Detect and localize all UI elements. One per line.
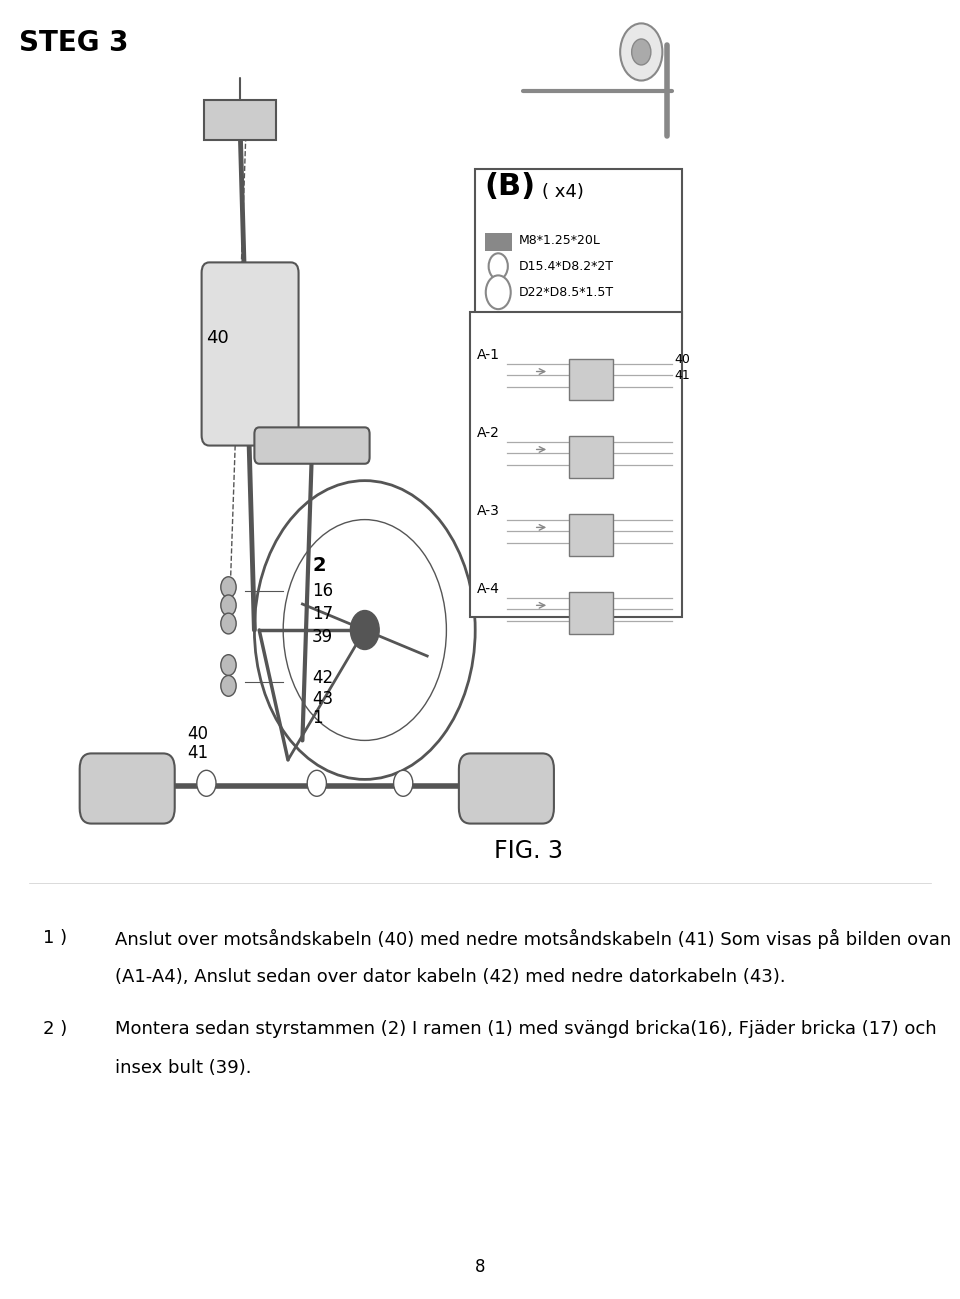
Circle shape: [221, 595, 236, 616]
Text: FIG. 3: FIG. 3: [493, 839, 563, 863]
Text: (B): (B): [485, 173, 536, 201]
Circle shape: [620, 23, 662, 81]
Circle shape: [221, 675, 236, 696]
Text: 8: 8: [475, 1257, 485, 1276]
Text: ( x4): ( x4): [542, 183, 585, 201]
Circle shape: [221, 655, 236, 675]
Circle shape: [307, 770, 326, 796]
Text: 1: 1: [312, 709, 323, 727]
Text: 40: 40: [674, 353, 690, 366]
Text: 40: 40: [206, 329, 229, 347]
Text: 2: 2: [312, 556, 325, 574]
Text: 1 ): 1 ): [43, 929, 67, 947]
Text: D15.4*D8.2*2T: D15.4*D8.2*2T: [518, 260, 613, 273]
FancyBboxPatch shape: [569, 359, 613, 400]
Circle shape: [632, 39, 651, 65]
Text: 40: 40: [629, 375, 648, 391]
Circle shape: [221, 577, 236, 598]
FancyBboxPatch shape: [204, 100, 276, 140]
Circle shape: [350, 611, 379, 650]
Text: 17: 17: [312, 605, 333, 624]
FancyBboxPatch shape: [254, 427, 370, 464]
Text: A-2: A-2: [477, 426, 500, 440]
Text: STEG 3: STEG 3: [19, 29, 129, 57]
Text: 41: 41: [674, 369, 689, 382]
Circle shape: [394, 770, 413, 796]
Circle shape: [197, 770, 216, 796]
Text: 2 ): 2 ): [43, 1020, 67, 1038]
Text: 39: 39: [312, 627, 333, 646]
FancyBboxPatch shape: [475, 169, 682, 318]
Text: 41: 41: [187, 744, 208, 763]
Text: 43: 43: [312, 690, 333, 708]
Text: insex bult (39).: insex bult (39).: [115, 1059, 252, 1077]
Text: 16: 16: [312, 582, 333, 600]
Text: 40: 40: [187, 725, 208, 743]
Text: M8*1.25*20L: M8*1.25*20L: [518, 234, 600, 247]
Text: D22*D8.5*1.5T: D22*D8.5*1.5T: [518, 286, 613, 299]
Text: Montera sedan styrstammen (2) I ramen (1) med svängd bricka(16), Fjäder bricka (: Montera sedan styrstammen (2) I ramen (1…: [115, 1020, 937, 1038]
FancyBboxPatch shape: [569, 514, 613, 556]
FancyBboxPatch shape: [485, 233, 512, 251]
Text: A-1: A-1: [477, 348, 500, 362]
Circle shape: [221, 613, 236, 634]
Text: A-4: A-4: [477, 582, 500, 596]
FancyBboxPatch shape: [80, 753, 175, 824]
Text: 41: 41: [629, 391, 648, 407]
FancyBboxPatch shape: [569, 436, 613, 478]
FancyBboxPatch shape: [470, 312, 682, 617]
FancyBboxPatch shape: [459, 753, 554, 824]
Text: A-3: A-3: [477, 504, 500, 518]
Circle shape: [486, 275, 511, 309]
Circle shape: [489, 253, 508, 279]
Text: 42: 42: [312, 669, 333, 687]
FancyBboxPatch shape: [202, 262, 299, 446]
FancyBboxPatch shape: [569, 592, 613, 634]
Text: (A1-A4), Anslut sedan over dator kabeln (42) med nedre datorkabeln (43).: (A1-A4), Anslut sedan over dator kabeln …: [115, 968, 786, 986]
Text: Anslut over motsåndskabeln (40) med nedre motsåndskabeln (41) Som visas på bilde: Anslut over motsåndskabeln (40) med nedr…: [115, 929, 951, 948]
